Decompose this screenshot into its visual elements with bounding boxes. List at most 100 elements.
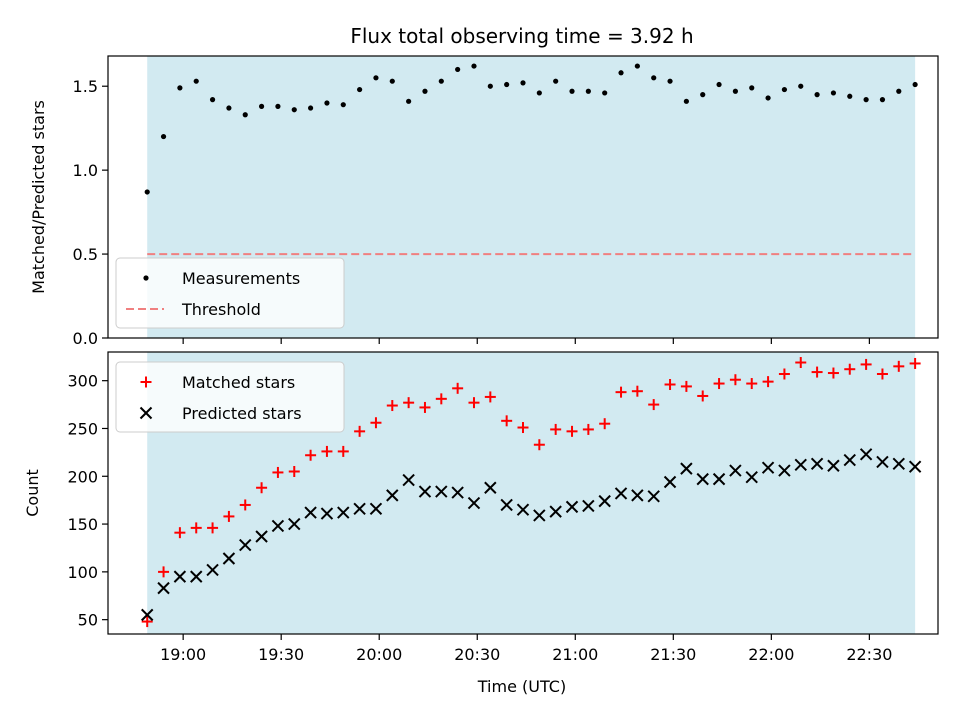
- data-point: [713, 378, 725, 390]
- data-point: [141, 608, 154, 622]
- data-point: [144, 189, 150, 195]
- data-point: [602, 90, 608, 96]
- data-point: [468, 397, 480, 409]
- data-point: [324, 100, 330, 106]
- series-measurements: [144, 63, 918, 195]
- data-point: [307, 105, 314, 111]
- x-b: [369, 502, 383, 515]
- legend-box: [115, 257, 345, 329]
- ratio-panel: 0.0 0.5 1.0 1.5 Measurements Threshold: [73, 55, 939, 348]
- data-point: [177, 85, 183, 91]
- legend-marker: [139, 406, 153, 420]
- data-point: [683, 98, 689, 104]
- x-b: [712, 472, 726, 486]
- data-point: [860, 358, 872, 370]
- data-point: [321, 445, 333, 457]
- data-point: [340, 102, 346, 108]
- y-tick-label: 1.0: [73, 161, 98, 180]
- data-point: [746, 378, 758, 390]
- y-tick-label: 0.5: [73, 245, 98, 264]
- data-point: [242, 112, 248, 118]
- data-point: [810, 457, 824, 471]
- x-b: [484, 481, 497, 494]
- x-b: [402, 473, 415, 487]
- data-point: [565, 500, 579, 514]
- x-tick-label: 22:30: [846, 645, 892, 664]
- data-point: [467, 496, 481, 510]
- x-b: [157, 581, 170, 595]
- x-b: [680, 462, 693, 475]
- data-point: [618, 70, 624, 76]
- legend: Matched stars Predicted stars: [115, 361, 345, 433]
- data-point: [403, 397, 415, 409]
- x-b: [467, 496, 481, 510]
- axes-frame: [107, 351, 939, 635]
- data-point: [798, 83, 804, 89]
- data-point: [174, 527, 186, 539]
- data-point: [206, 563, 219, 577]
- data-point: [370, 417, 382, 429]
- x-tick-label: 22:00: [748, 645, 794, 664]
- data-point: [271, 519, 285, 533]
- data-point: [634, 63, 640, 69]
- series-predicted-stars: [141, 448, 922, 622]
- x-b: [582, 499, 595, 513]
- chart-title: Flux total observing time = 3.92 h: [350, 24, 693, 48]
- legend-marker: [143, 275, 149, 281]
- x-b: [533, 509, 546, 522]
- data-point: [566, 425, 578, 437]
- x-b: [139, 406, 153, 420]
- data-point: [778, 464, 791, 477]
- x-b: [745, 471, 758, 484]
- x-tick-label: 20:00: [356, 645, 402, 664]
- data-point: [226, 105, 232, 111]
- x-b: [729, 464, 742, 477]
- data-point: [419, 401, 431, 413]
- legend-label: Measurements: [182, 269, 300, 288]
- data-point: [223, 510, 235, 522]
- x-b: [631, 489, 644, 502]
- data-point: [745, 471, 758, 484]
- data-point: [141, 616, 153, 628]
- x-b: [794, 458, 807, 472]
- data-point: [455, 66, 461, 73]
- data-point: [663, 475, 677, 489]
- data-point: [222, 552, 236, 565]
- data-point: [908, 460, 922, 473]
- data-point: [288, 517, 301, 531]
- x-b: [663, 475, 677, 489]
- x-b: [288, 517, 301, 531]
- data-point: [667, 78, 673, 84]
- y-tick-label: 150: [67, 515, 98, 534]
- data-point: [879, 97, 886, 103]
- data-point: [500, 498, 513, 512]
- data-point: [615, 386, 627, 398]
- data-point: [256, 482, 268, 494]
- x-tick-label: 21:30: [650, 645, 696, 664]
- x-b: [353, 502, 366, 515]
- data-point: [435, 393, 447, 405]
- x-b: [255, 530, 268, 543]
- series-matched-stars: [141, 357, 921, 628]
- data-point: [696, 472, 709, 486]
- data-point: [190, 570, 203, 583]
- data-point: [843, 453, 856, 467]
- x-b: [190, 570, 203, 583]
- data-point: [827, 367, 839, 379]
- data-point: [729, 464, 742, 477]
- data-point: [680, 380, 692, 392]
- data-point: [484, 391, 496, 403]
- data-point: [517, 422, 529, 434]
- x-b: [271, 519, 285, 533]
- data-point: [504, 81, 510, 88]
- data-point: [844, 363, 856, 375]
- data-point: [369, 502, 383, 515]
- data-point: [516, 503, 530, 516]
- data-point: [406, 98, 412, 104]
- x-b: [516, 503, 530, 516]
- data-point: [859, 448, 873, 461]
- data-point: [239, 499, 251, 511]
- data-point: [680, 462, 693, 475]
- legend-label: Threshold: [181, 300, 261, 319]
- legend-marker: [140, 376, 152, 388]
